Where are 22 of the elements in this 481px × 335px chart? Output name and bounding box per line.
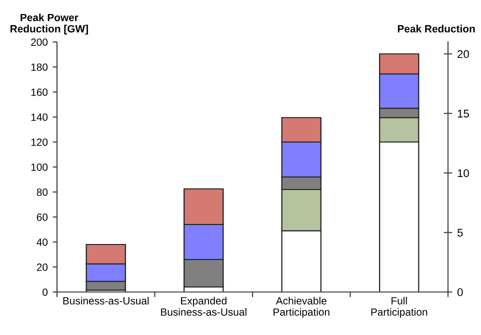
y-tick-label: 80 xyxy=(36,188,48,196)
y2-tick-label: 0 xyxy=(457,288,463,296)
y-tick-label: 160 xyxy=(31,88,48,96)
x-tick-label: Full Participation xyxy=(371,296,428,318)
x-tick-label: Business-as-Usual xyxy=(63,296,149,305)
y-tick-label: 120 xyxy=(31,138,48,146)
y-tick-label: 60 xyxy=(36,214,48,221)
y2-axis-title: Peak Reduction xyxy=(398,24,475,32)
y-tick-label: 200 xyxy=(31,38,48,46)
y2-tick-label: 10 xyxy=(458,169,469,178)
y-tick-label: 40 xyxy=(36,238,48,246)
y-axis-title: Peak Power Reduction [GW] xyxy=(10,14,88,34)
y-tick-label: 20 xyxy=(36,264,48,271)
x-tick-label: Achievable Participation xyxy=(274,296,330,318)
y2-tick-label: 20 xyxy=(458,50,469,58)
y-tick-label: 0 xyxy=(42,288,48,296)
y2-tick-label: 5 xyxy=(457,228,463,237)
y2-tick-label: 15 xyxy=(458,110,469,118)
y-tick-label: 180 xyxy=(31,64,48,71)
x-tick-label: Expanded Business-as-Usual xyxy=(161,296,246,316)
y-tick-label: 100 xyxy=(31,164,48,171)
y-tick-label: 140 xyxy=(31,114,48,121)
